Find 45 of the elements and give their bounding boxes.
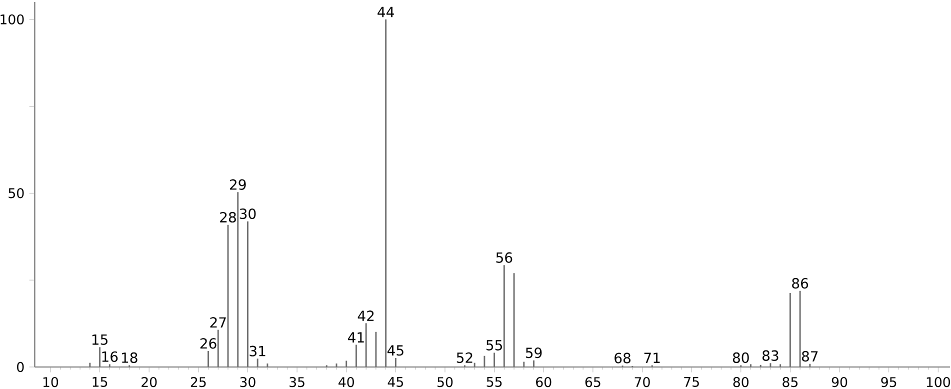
annotation: 26 bbox=[200, 338, 216, 349]
annotation: 45 bbox=[387, 345, 404, 356]
annotation: 52 bbox=[456, 352, 472, 363]
annotation: 44 bbox=[378, 6, 394, 18]
x-tick-label: 50 bbox=[438, 377, 453, 388]
annotation: 27 bbox=[210, 317, 226, 328]
x-tick-label: 15 bbox=[92, 377, 108, 387]
annotation: 31 bbox=[250, 346, 266, 356]
y-tick-label: 50 bbox=[8, 188, 24, 198]
annotation: 59 bbox=[526, 348, 542, 358]
x-tick-label: 70 bbox=[634, 377, 650, 388]
x-tick-label: 40 bbox=[338, 377, 354, 388]
x-tick-label: 85 bbox=[782, 377, 798, 388]
annotation: 83 bbox=[762, 350, 778, 361]
annotation: 55 bbox=[486, 340, 502, 350]
annotation: 71 bbox=[644, 352, 660, 363]
x-tick-label: 65 bbox=[585, 377, 600, 388]
annotation: 56 bbox=[496, 252, 512, 263]
annotation: 68 bbox=[614, 352, 630, 364]
x-tick-label: 100 bbox=[926, 377, 950, 388]
annotation: 15 bbox=[92, 334, 108, 345]
annotation: 41 bbox=[348, 332, 364, 342]
annotation: 18 bbox=[122, 352, 138, 363]
x-tick-label: 80 bbox=[733, 377, 748, 388]
x-tick-label: 55 bbox=[486, 377, 502, 387]
x-tick-label: 75 bbox=[684, 377, 699, 387]
x-tick-label: 35 bbox=[290, 377, 304, 388]
x-tick-label: 45 bbox=[388, 377, 403, 387]
annotation: 42 bbox=[358, 310, 374, 321]
y-tick-label: 100 bbox=[0, 14, 24, 24]
annotation: 29 bbox=[230, 179, 246, 190]
annotation: 87 bbox=[802, 351, 818, 362]
y-tick-label: 0 bbox=[17, 362, 24, 372]
x-tick-label: 60 bbox=[536, 377, 552, 388]
annotation: 28 bbox=[220, 212, 236, 223]
annotation: 16 bbox=[102, 351, 118, 362]
annotation: 86 bbox=[792, 278, 808, 289]
x-tick-label: 90 bbox=[832, 377, 848, 388]
x-tick-label: 25 bbox=[190, 377, 206, 388]
x-tick-label: 10 bbox=[43, 377, 58, 388]
x-tick-label: 30 bbox=[240, 377, 256, 388]
annotation: 30 bbox=[240, 208, 256, 220]
x-tick-label: 95 bbox=[881, 377, 896, 388]
annotation: 80 bbox=[732, 352, 749, 363]
x-tick-label: 20 bbox=[142, 377, 157, 388]
